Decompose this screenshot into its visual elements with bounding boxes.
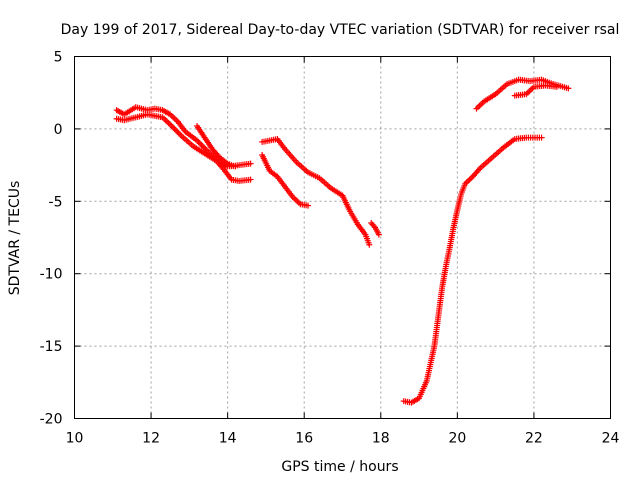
- chart-title: Day 199 of 2017, Sidereal Day-to-day VTE…: [61, 22, 620, 38]
- data-point: [247, 160, 254, 167]
- data-points: [113, 76, 572, 406]
- data-point: [553, 83, 560, 90]
- series-arc-4: [259, 136, 373, 248]
- y-tick-label: -20: [40, 412, 63, 428]
- series-arc-3: [194, 123, 239, 170]
- x-axis-label: GPS time / hours: [281, 459, 398, 475]
- y-tick-label: -10: [40, 267, 63, 283]
- y-tick-label: -15: [40, 339, 63, 355]
- data-point: [538, 134, 545, 141]
- x-tick-label: 18: [372, 431, 390, 447]
- data-point: [565, 85, 572, 92]
- y-tick-label: -5: [49, 194, 63, 210]
- data-point: [232, 163, 239, 170]
- grid-lines: [74, 56, 611, 419]
- x-tick-label: 22: [525, 431, 543, 447]
- series-arc-6: [368, 220, 382, 238]
- x-tick-label: 24: [602, 431, 620, 447]
- x-tick-label: 20: [448, 431, 466, 447]
- axis-ticks: 10 12 14 16 18 20 22 24 5 0 -5 -10 -15 -20: [40, 50, 620, 447]
- series-arc-5: [259, 151, 312, 209]
- series-arc-9: [511, 82, 560, 99]
- x-tick-label: 12: [142, 431, 160, 447]
- data-point: [305, 202, 312, 209]
- plot-frame: [74, 56, 611, 419]
- x-tick-label: 14: [219, 431, 237, 447]
- data-point: [247, 176, 254, 183]
- data-point: [366, 241, 373, 248]
- y-tick-label: 5: [54, 50, 63, 66]
- y-axis-label: SDTVAR / TECUs: [7, 181, 23, 296]
- x-tick-label: 16: [295, 431, 313, 447]
- x-tick-label: 10: [66, 431, 84, 447]
- data-point: [375, 231, 382, 238]
- series-arc-7: [400, 134, 545, 406]
- y-tick-label: 0: [54, 122, 63, 138]
